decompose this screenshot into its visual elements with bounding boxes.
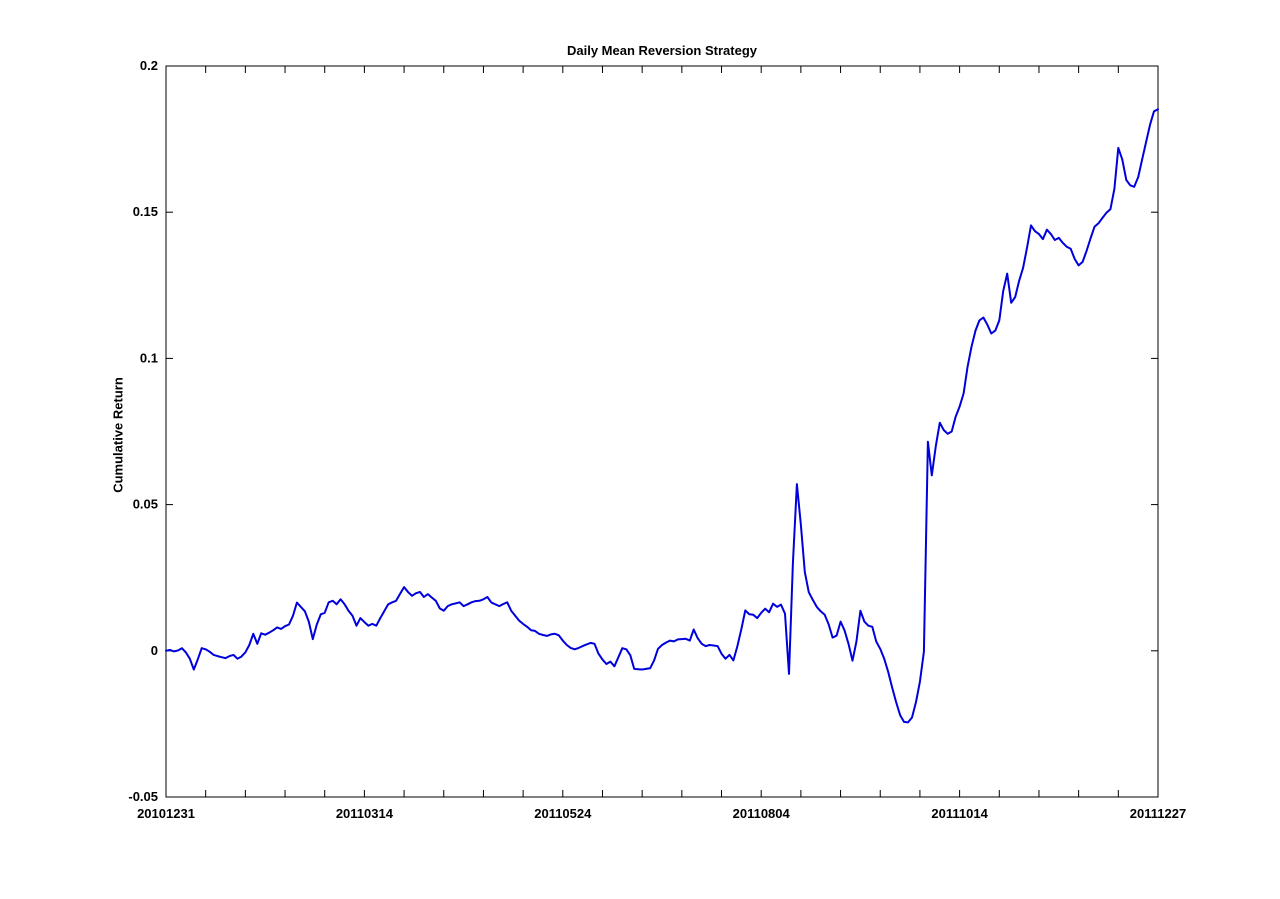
x-tick-label: 20111227 (1130, 806, 1186, 821)
y-tick-label: 0.1 (140, 350, 158, 365)
y-tick-label: 0.2 (140, 58, 158, 73)
x-tick-label: 20101231 (137, 806, 195, 821)
x-tick-label: 20111014 (931, 806, 988, 821)
y-tick-label: 0.15 (133, 204, 158, 219)
x-tick-label: 20110314 (336, 806, 394, 821)
cumulative-return-line (165, 108, 1159, 724)
x-tick-label: 20110804 (733, 806, 791, 821)
x-tick-label: 20110524 (534, 806, 592, 821)
y-tick-label: 0.05 (133, 497, 158, 512)
axes-box (165, 65, 1159, 798)
y-tick-label: -0.05 (128, 789, 158, 804)
y-axis-label-text: Cumulative Return (110, 377, 126, 493)
y-tick-label: 0 (151, 643, 158, 658)
chart-title: Daily Mean Reversion Strategy (566, 43, 758, 58)
